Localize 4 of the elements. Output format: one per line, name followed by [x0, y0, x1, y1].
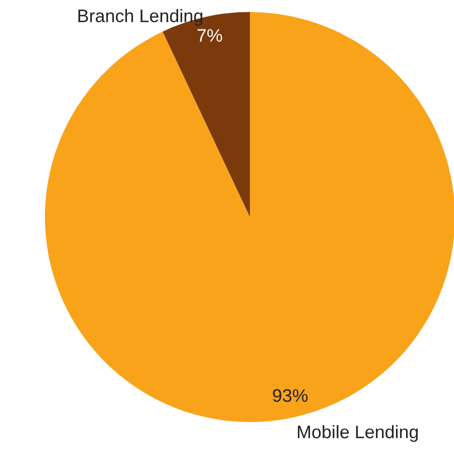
slice-label: Mobile Lending [298, 425, 418, 442]
slice-label: Branch Lending [78, 8, 202, 26]
data-label: 93% [272, 389, 308, 402]
data-label: 7% [198, 29, 222, 42]
